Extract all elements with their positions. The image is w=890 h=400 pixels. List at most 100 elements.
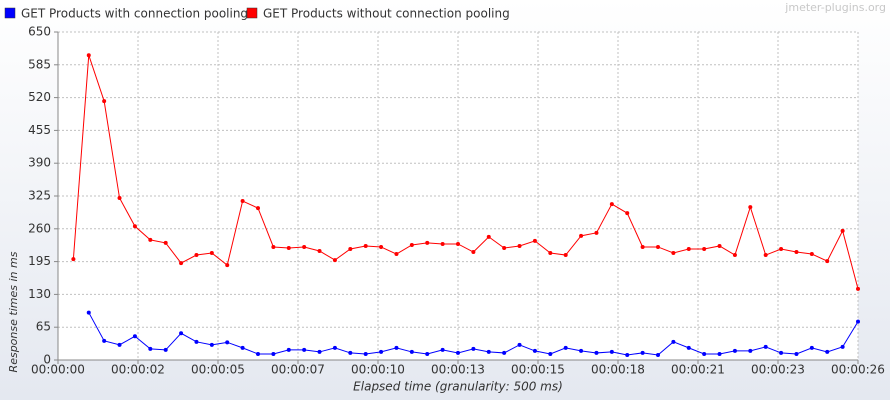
data-point — [348, 246, 353, 251]
data-point — [317, 349, 322, 354]
x-tick-label: 00:00:26 — [831, 363, 885, 377]
data-point — [102, 99, 107, 104]
series-line — [72, 55, 859, 289]
x-tick-label: 00:00:13 — [431, 363, 485, 377]
x-tick-label: 00:00:18 — [591, 363, 645, 377]
data-point — [194, 339, 199, 344]
data-point — [579, 233, 584, 238]
data-point — [532, 348, 537, 353]
data-point — [256, 351, 260, 356]
data-point — [748, 348, 753, 353]
x-tick-label: 00:00:15 — [511, 363, 565, 377]
data-point — [825, 349, 830, 354]
data-point — [456, 241, 460, 246]
data-point — [656, 352, 660, 357]
data-point — [732, 348, 737, 353]
data-point — [471, 250, 476, 255]
x-tick-label: 00:00:02 — [111, 363, 165, 377]
data-point — [809, 345, 814, 350]
data-point — [563, 345, 568, 350]
data-point — [286, 245, 291, 250]
data-point — [763, 253, 768, 258]
data-point — [809, 252, 814, 257]
x-tick-label: 00:00:23 — [751, 363, 805, 377]
data-point — [532, 238, 537, 243]
data-point — [225, 263, 230, 268]
data-point — [486, 349, 491, 354]
data-point — [102, 338, 107, 343]
data-point — [686, 246, 691, 251]
data-point — [225, 340, 230, 345]
data-point — [671, 251, 676, 256]
x-tick-label: 00:00:21 — [671, 363, 725, 377]
data-point — [717, 243, 722, 248]
data-point — [332, 258, 337, 263]
data-point — [425, 240, 430, 245]
data-point — [302, 244, 307, 249]
data-point — [609, 349, 614, 354]
data-point — [702, 351, 707, 356]
data-point — [594, 350, 599, 355]
data-point — [517, 243, 522, 248]
data-point — [502, 245, 507, 250]
legend-label: GET Products with connection pooling — [21, 7, 248, 21]
data-point — [363, 243, 368, 248]
y-tick-label: 195 — [28, 254, 51, 268]
y-tick-label: 520 — [28, 90, 51, 104]
data-point — [840, 228, 845, 233]
data-point — [440, 241, 445, 246]
data-point — [194, 253, 199, 258]
data-point — [548, 251, 553, 256]
data-point — [794, 351, 799, 356]
data-point — [379, 244, 384, 249]
data-point — [579, 348, 584, 353]
data-point — [348, 350, 353, 355]
data-point — [748, 205, 753, 210]
data-point — [609, 202, 614, 207]
data-point — [363, 351, 368, 356]
data-point — [594, 230, 599, 235]
data-point — [763, 344, 768, 349]
x-tick-label: 00:00:07 — [271, 363, 325, 377]
data-point — [502, 350, 507, 355]
data-point — [856, 286, 860, 291]
data-point — [732, 253, 737, 258]
data-point — [825, 259, 830, 264]
data-point — [117, 342, 122, 347]
data-point — [271, 244, 276, 249]
data-point — [456, 350, 460, 355]
data-point — [563, 253, 568, 258]
data-point — [179, 331, 184, 336]
data-point — [379, 349, 384, 354]
data-point — [409, 242, 414, 247]
data-point — [517, 342, 522, 347]
y-tick-label: 585 — [28, 57, 51, 71]
data-point — [117, 196, 122, 201]
data-point — [856, 319, 860, 324]
x-axis-label: Elapsed time (granularity: 500 ms) — [353, 380, 563, 394]
data-point — [717, 351, 722, 356]
data-point — [209, 251, 214, 256]
data-point — [548, 351, 553, 356]
data-point — [625, 352, 630, 357]
data-point — [779, 350, 784, 355]
data-point — [163, 240, 168, 245]
data-point — [394, 345, 399, 350]
data-point — [240, 345, 245, 350]
legend-swatch — [4, 7, 16, 19]
data-point — [840, 344, 845, 349]
y-tick-label: 390 — [28, 156, 51, 170]
data-point — [440, 347, 445, 352]
y-tick-label: 130 — [28, 287, 51, 301]
data-point — [132, 334, 137, 339]
data-point — [163, 347, 168, 352]
data-point — [71, 257, 76, 262]
data-point — [794, 250, 799, 255]
legend-swatch — [246, 7, 258, 19]
y-tick-label: 325 — [28, 189, 51, 203]
data-point — [179, 261, 184, 266]
data-point — [471, 346, 476, 351]
data-point — [702, 246, 707, 251]
x-tick-label: 00:00:05 — [191, 363, 245, 377]
y-tick-label: 455 — [28, 123, 51, 137]
